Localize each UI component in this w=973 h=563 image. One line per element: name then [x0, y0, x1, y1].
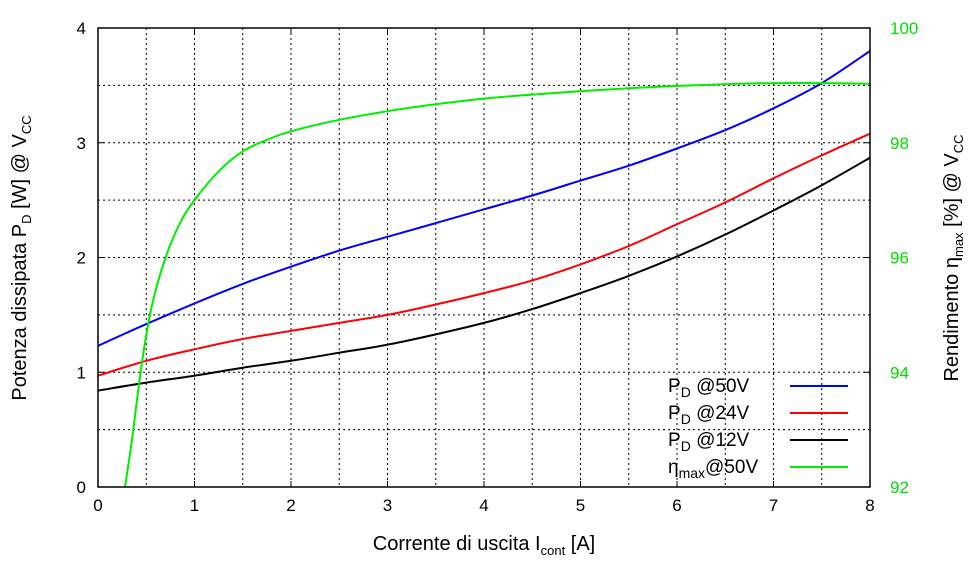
- legend-label-tail: @12V: [691, 430, 750, 451]
- legend-label-tail: @50V: [705, 457, 758, 478]
- y-axis-right-title-main: Rendimento η: [941, 257, 963, 382]
- y-left-tick-label: 4: [77, 19, 86, 38]
- y-axis-right-title-sub2: CC: [951, 134, 966, 153]
- y-axis-right-title: Rendimento ηmax [%] @ VCC: [941, 134, 966, 381]
- series-lines: [98, 50, 870, 487]
- x-axis-title-sub: cont: [541, 543, 566, 558]
- legend-label-main: P: [668, 376, 681, 397]
- legend-label-main: η: [668, 457, 679, 478]
- y-left-tick-label: 2: [77, 249, 86, 268]
- tick-labels: 0 1 2 3 4 5 6 7 8 0 1 2 3 4 92 94 96 98 100: [77, 19, 919, 515]
- x-axis-title-tail: [A]: [565, 533, 595, 555]
- legend-entry-label: PD @24V: [668, 403, 750, 427]
- x-tick-label: 1: [190, 496, 199, 515]
- legend-label-sub: max: [679, 465, 705, 481]
- legend-label-tail: @24V: [691, 403, 750, 424]
- x-tick-label: 3: [383, 496, 392, 515]
- legend-entry-label: PD @12V: [668, 430, 750, 454]
- legend-label-sub: D: [681, 411, 691, 427]
- x-tick-label: 8: [865, 496, 874, 515]
- legend-entry-label: PD @50V: [668, 376, 750, 400]
- y-right-tick-label: 96: [890, 249, 909, 268]
- y-axis-right-title-mid: [%] @ V: [941, 153, 963, 233]
- x-tick-label: 5: [576, 496, 585, 515]
- series-line-0: [98, 50, 870, 347]
- x-axis-title-main: Corrente di uscita I: [373, 533, 541, 555]
- y-left-tick-label: 1: [77, 363, 86, 382]
- y-axis-left-title-main: Potenza dissipata P: [9, 224, 31, 401]
- y-right-tick-label: 94: [890, 363, 909, 382]
- grid: [98, 28, 870, 487]
- legend-label-tail: @50V: [691, 376, 750, 397]
- y-right-tick-label: 98: [890, 134, 909, 153]
- legend-label-sub: D: [681, 384, 691, 400]
- series-line-1: [98, 132, 870, 377]
- y-axis-left-title: Potenza dissipata PD [W] @ VCC: [9, 115, 34, 400]
- legend-entry-label: ηmax@50V: [668, 457, 758, 481]
- series-line-3: [124, 81, 870, 487]
- y-left-tick-label: 3: [77, 134, 86, 153]
- x-tick-label: 2: [286, 496, 295, 515]
- series-line-2: [98, 156, 870, 392]
- y-right-tick-label: 92: [890, 478, 909, 497]
- y-left-tick-label: 0: [77, 478, 86, 497]
- x-tick-label: 6: [672, 496, 681, 515]
- y-right-tick-label: 100: [890, 19, 918, 38]
- x-axis-title: Corrente di uscita Icont [A]: [373, 533, 595, 558]
- y-axis-right-title-sub: max: [951, 232, 966, 257]
- legend-label-main: P: [668, 403, 681, 424]
- y-axis-left-title-sub: D: [19, 214, 34, 223]
- y-axis-left-title-mid: [W] @ V: [9, 133, 31, 214]
- x-tick-label: 0: [93, 496, 102, 515]
- legend-label-sub: D: [681, 438, 691, 454]
- x-tick-label: 4: [479, 496, 488, 515]
- legend-label-main: P: [668, 430, 681, 451]
- x-tick-label: 7: [769, 496, 778, 515]
- y-axis-left-title-sub2: CC: [19, 115, 34, 134]
